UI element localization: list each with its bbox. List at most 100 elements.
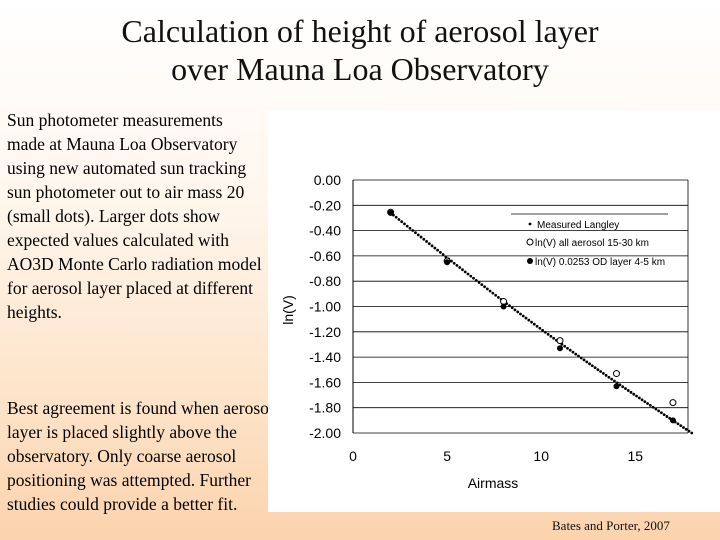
measured-langley-point <box>599 370 602 373</box>
measured-langley-point <box>613 379 616 383</box>
measured-langley-point <box>574 352 578 356</box>
layer-4-5km-point <box>613 383 620 390</box>
measured-langley-point <box>513 308 517 312</box>
measured-langley-point <box>427 242 431 246</box>
y-tick-label: -1.40 <box>309 349 341 365</box>
measured-langley-point <box>585 360 589 364</box>
measured-langley-point <box>643 400 647 404</box>
y-tick-label: -1.80 <box>309 400 341 416</box>
measured-langley-point <box>496 295 500 299</box>
all-aerosol-point <box>612 370 620 378</box>
measured-langley-point <box>546 332 550 336</box>
y-tick-label: 0.00 <box>314 172 341 188</box>
y-axis-label: ln(V) <box>280 295 296 325</box>
measured-langley-point <box>607 375 611 379</box>
measured-langley-point <box>621 385 625 389</box>
y-tick-label: -0.20 <box>309 197 341 213</box>
y-tick-label: -2.00 <box>309 425 341 441</box>
measured-langley-point <box>508 304 511 308</box>
measured-langley-point <box>577 354 580 358</box>
measured-langley-point <box>549 334 553 338</box>
measured-langley-point <box>414 231 417 235</box>
measured-langley-point <box>494 293 498 297</box>
measured-langley-point <box>510 306 514 310</box>
x-tick-label: 5 <box>443 448 451 464</box>
measured-langley-point <box>516 310 520 314</box>
measured-langley-point <box>538 326 542 330</box>
measured-langley-point <box>530 320 533 324</box>
measured-langley-point <box>397 218 401 221</box>
measured-langley-point <box>624 387 627 390</box>
x-axis-label: Airmass <box>468 475 519 491</box>
measured-langley-point <box>626 389 630 392</box>
slide-title: Calculation of height of aerosol layer o… <box>0 12 720 88</box>
measured-langley-point <box>635 394 638 398</box>
measured-langley-point <box>568 348 572 352</box>
measured-langley-point <box>450 259 453 263</box>
measured-langley-point <box>474 279 478 282</box>
langley-chart: 0.00 -0.20 -0.40 -0.60 -0.80 -1.00 -1.20 -1.40 -… <box>280 172 694 491</box>
all-aerosol-point <box>556 337 564 345</box>
conclusion-paragraph: Best agreement is found when aerosol lay… <box>7 398 274 514</box>
title-line-1: Calculation of height of aerosol layer <box>121 13 599 49</box>
title-line-2: over Mauna Loa Observatory <box>171 51 549 87</box>
measured-langley-point <box>571 350 575 354</box>
layer-4-5km-point <box>669 417 676 424</box>
measured-langley-point <box>488 289 492 293</box>
legend-measured-label: Measured Langley <box>537 220 619 231</box>
measured-langley-point <box>590 364 594 368</box>
measured-langley-point <box>657 409 661 413</box>
y-tick-label: -1.60 <box>309 374 341 390</box>
measured-langley-point <box>637 396 641 400</box>
measured-langley-point <box>430 244 434 248</box>
measured-langley-point <box>408 226 412 230</box>
x-tick-label: 15 <box>628 448 644 464</box>
layer-4-5km-point <box>557 345 564 352</box>
measured-langley-point <box>604 373 608 377</box>
y-tick-label: -0.40 <box>309 223 341 239</box>
measured-langley-point <box>455 263 459 267</box>
chart-panel: 0.00 -0.20 -0.40 -0.60 -0.80 -1.00 -1.20 -1.40 -… <box>268 110 720 512</box>
legend-layer-label: ln(V) 0.0253 OD layer 4-5 km <box>535 257 665 268</box>
measured-langley-point <box>687 429 691 433</box>
measured-langley-point <box>676 422 680 426</box>
measured-langley-point <box>463 270 467 274</box>
legend-measured-marker <box>528 222 532 226</box>
measured-langley-point <box>411 229 415 232</box>
layer-4-5km-point <box>500 303 507 310</box>
measured-langley-point <box>684 427 688 431</box>
measured-langley-point <box>632 392 636 396</box>
measured-langley-point <box>436 248 440 252</box>
y-tick-label: -0.80 <box>309 273 341 289</box>
measured-langley-point <box>679 424 683 428</box>
measured-langley-point <box>444 255 448 259</box>
measured-langley-point <box>648 403 652 407</box>
measured-langley-point <box>438 250 442 254</box>
measured-langley-point <box>690 431 694 435</box>
measured-langley-point <box>640 398 644 402</box>
measured-langley-point <box>491 291 495 295</box>
measured-langley-point <box>527 318 531 322</box>
all-aerosol-point <box>669 399 677 407</box>
layer-4-5km-point <box>387 209 394 216</box>
measured-langley-point <box>452 261 456 265</box>
y-tick-label: -0.60 <box>309 248 341 264</box>
measured-langley-point <box>651 405 655 409</box>
measured-langley-point <box>665 415 669 418</box>
legend-layer-marker <box>527 258 533 264</box>
measured-langley-point <box>659 411 663 415</box>
measured-langley-point <box>519 312 522 316</box>
measured-langley-point <box>654 407 658 411</box>
description-paragraph: Sun photometer measurements made at Maun… <box>7 110 262 322</box>
measured-langley-point <box>422 237 426 241</box>
measured-langley-point <box>552 336 556 340</box>
measured-langley-point <box>532 322 536 326</box>
measured-langley-point <box>543 330 547 334</box>
y-tick-label: -1.00 <box>309 299 341 315</box>
measured-langley-point <box>563 344 567 348</box>
measured-langley-point <box>535 324 539 328</box>
measured-langley-point <box>582 358 586 362</box>
measured-langley-point <box>524 316 528 320</box>
measured-langley-point <box>629 390 633 394</box>
measured-langley-point <box>646 402 649 405</box>
